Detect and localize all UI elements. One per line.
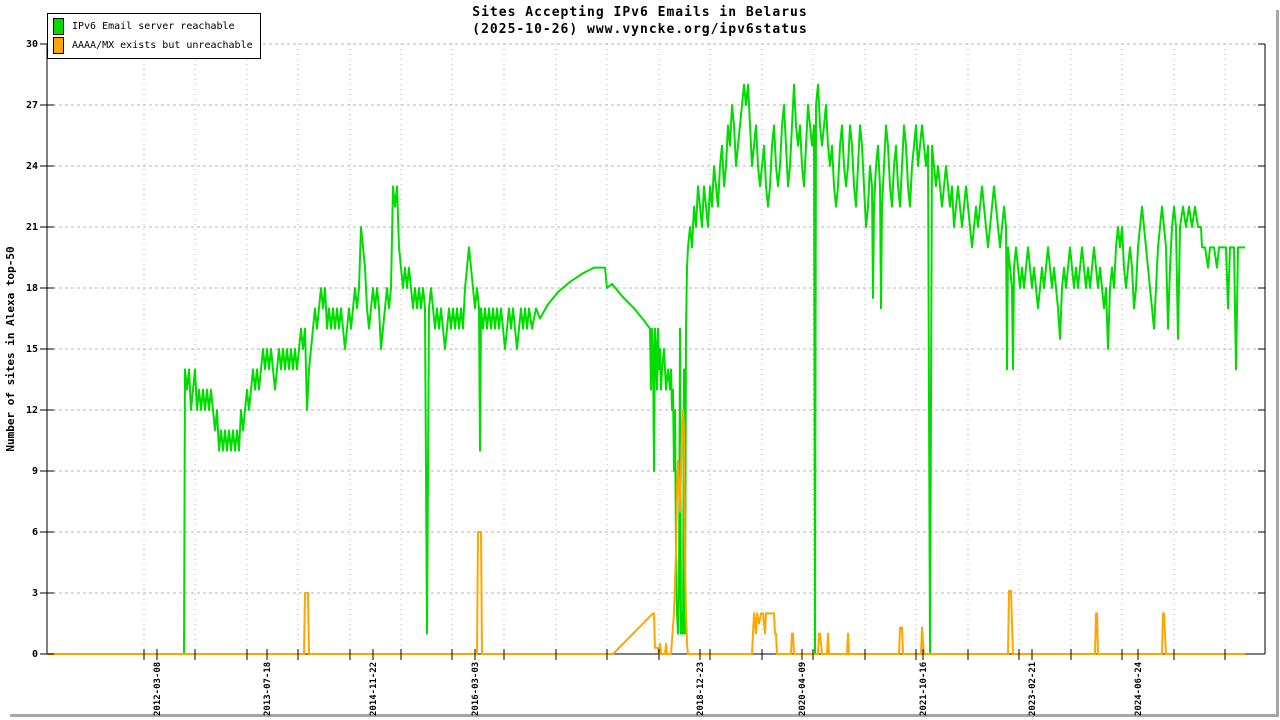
bottom-shadow-edge [10,714,1279,717]
chart-subtitle: (2025-10-26) www.vyncke.org/ipv6status [472,22,808,37]
y-tick-label: 6 [32,527,38,538]
y-tick-label: 21 [26,222,38,233]
y-axis-title: Number of sites in Alexa top-50 [4,246,17,451]
legend-row-reachable: IPv6 Email server reachable [53,17,253,36]
x-tick-label: 2024-06-24 [1134,661,1144,716]
chart-title-block: Sites Accepting IPv6 Emails in Belarus (… [0,4,1280,38]
green-series-line [47,83,1245,655]
legend-label-reachable: IPv6 Email server reachable [72,21,235,32]
legend-box: IPv6 Email server reachable AAAA/MX exis… [47,13,261,59]
y-tick-label: 9 [32,466,38,477]
y-tick-label: 12 [26,405,38,416]
x-tick-label: 2020-04-09 [798,662,808,716]
right-shadow-edge [1276,10,1279,717]
x-tick-label: 2014-11-22 [369,662,379,716]
x-tick-label: 2021-10-16 [919,662,929,716]
chart-title: Sites Accepting IPv6 Emails in Belarus [472,5,808,20]
x-tick-label: 2012-03-08 [153,662,163,716]
y-tick-label: 15 [26,344,38,355]
legend-row-unreachable: AAAA/MX exists but unreachable [53,36,253,55]
x-tick-label: 2013-07-18 [263,662,273,716]
x-tick-label: 2023-02-21 [1028,662,1038,716]
green-series-swatch [53,18,64,35]
y-tick-label: 24 [26,161,38,172]
x-tick-label: 2018-12-23 [696,662,706,716]
orange-series-line [47,409,1245,655]
y-tick-label: 18 [26,283,38,294]
y-tick-label: 3 [32,588,38,599]
y-tick-label: 0 [32,649,38,660]
y-tick-label: 27 [26,100,38,111]
orange-series-swatch [53,37,64,54]
y-tick-label: 30 [26,39,38,50]
x-tick-label: 2016-03-03 [471,662,481,716]
legend-label-unreachable: AAAA/MX exists but unreachable [72,40,253,51]
